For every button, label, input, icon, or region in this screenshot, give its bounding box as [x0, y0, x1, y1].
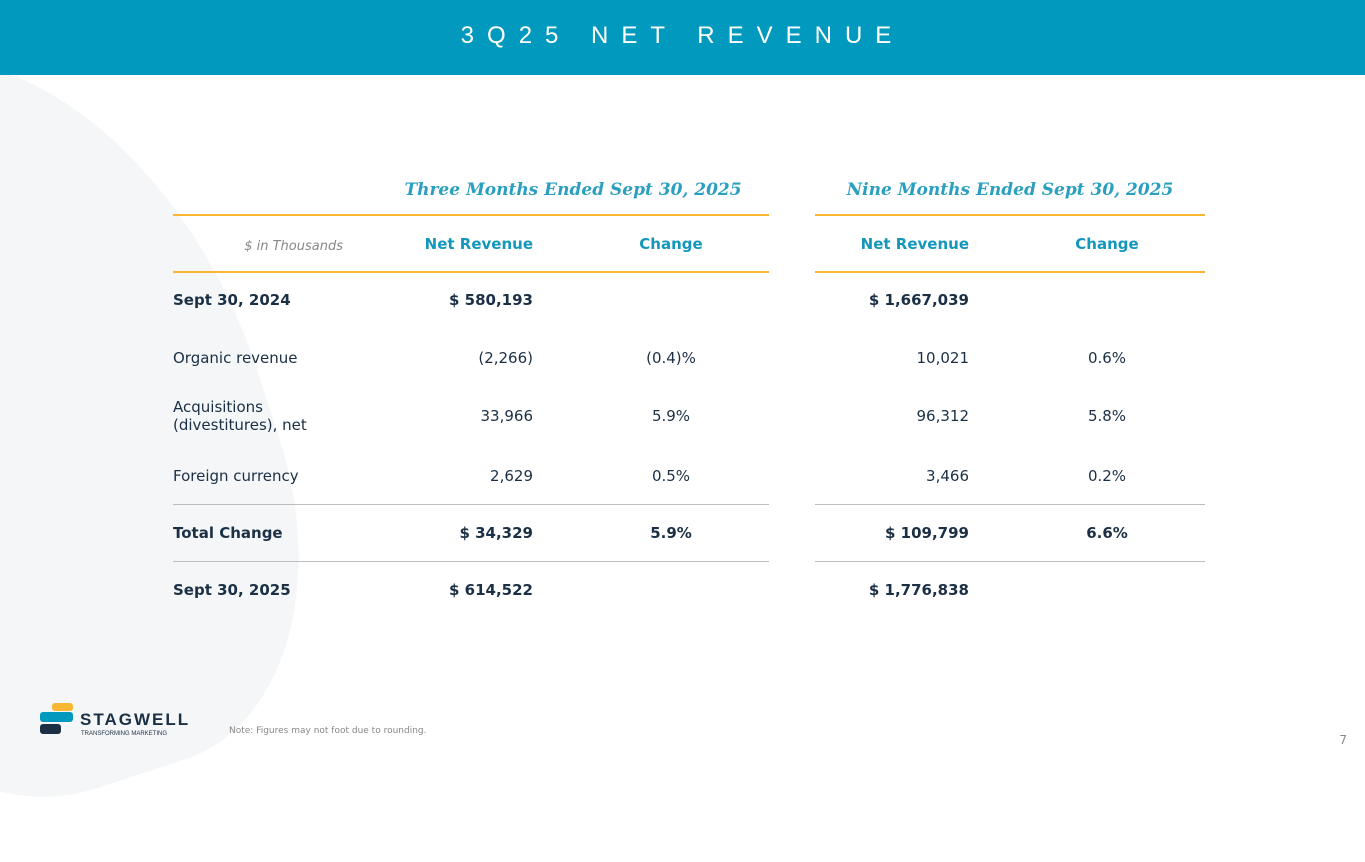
divider — [173, 214, 769, 216]
cell-net-revenue-9m: $ 1,667,039 — [868, 291, 969, 309]
divider — [815, 504, 1205, 505]
cell-net-revenue-3m: $ 34,329 — [459, 524, 533, 542]
cell-net-revenue-3m: (2,266) — [478, 349, 533, 367]
row-label: Total Change — [173, 524, 283, 542]
footnote: Note: Figures may not foot due to roundi… — [229, 726, 427, 736]
page-title: 3Q25 NET REVENUE — [460, 22, 905, 49]
cell-net-revenue-9m: 10,021 — [916, 349, 970, 367]
cell-net-revenue-9m: 96,312 — [916, 407, 970, 425]
cell-net-revenue-9m: $ 1,776,838 — [868, 581, 969, 599]
svg-text:TRANSFORMING MARKETING: TRANSFORMING MARKETING — [81, 731, 167, 737]
period-nine-months: Nine Months Ended Sept 30, 2025 — [846, 180, 1174, 200]
cell-net-revenue-3m: $ 580,193 — [449, 291, 533, 309]
cell-change-9m: 0.6% — [1087, 349, 1127, 367]
divider — [815, 214, 1205, 216]
row-label: Acquisitions (divestitures), net — [173, 398, 307, 434]
cell-change-9m: 6.6% — [1086, 524, 1128, 542]
divider — [815, 561, 1205, 562]
units-label: $ in Thousands — [244, 239, 343, 254]
cell-net-revenue-9m: $ 109,799 — [885, 524, 969, 542]
cell-change-3m: 5.9% — [651, 407, 691, 425]
cell-net-revenue-3m: 33,966 — [480, 407, 534, 425]
col-header-net-revenue-3m: Net Revenue — [424, 235, 533, 253]
row-label: Sept 30, 2024 — [173, 291, 291, 309]
divider — [173, 271, 769, 273]
divider — [173, 504, 769, 505]
page-number: 7 — [1339, 733, 1347, 747]
col-header-net-revenue-9m: Net Revenue — [860, 235, 969, 253]
row-label: Sept 30, 2025 — [173, 581, 291, 599]
row-label: Foreign currency — [173, 467, 299, 485]
cell-net-revenue-3m: 2,629 — [490, 467, 533, 485]
cell-net-revenue-9m: 3,466 — [926, 467, 969, 485]
cell-change-9m: 0.2% — [1087, 467, 1127, 485]
header-bar: 3Q25 NET REVENUE — [0, 0, 1365, 75]
cell-change-3m: 5.9% — [650, 524, 692, 542]
divider — [173, 561, 769, 562]
period-three-months: Three Months Ended Sept 30, 2025 — [404, 180, 742, 200]
cell-net-revenue-3m: $ 614,522 — [449, 581, 533, 599]
cell-change-9m: 5.8% — [1087, 407, 1127, 425]
col-header-change-3m: Change — [639, 235, 703, 253]
divider — [815, 271, 1205, 273]
cell-change-3m: (0.4)% — [646, 349, 696, 367]
svg-text:STAGWELL: STAGWELL — [80, 710, 190, 729]
cell-change-3m: 0.5% — [651, 467, 691, 485]
stagwell-logo: STAGWELL TRANSFORMING MARKETING — [40, 703, 210, 741]
col-header-change-9m: Change — [1075, 235, 1139, 253]
row-label: Organic revenue — [173, 349, 298, 367]
